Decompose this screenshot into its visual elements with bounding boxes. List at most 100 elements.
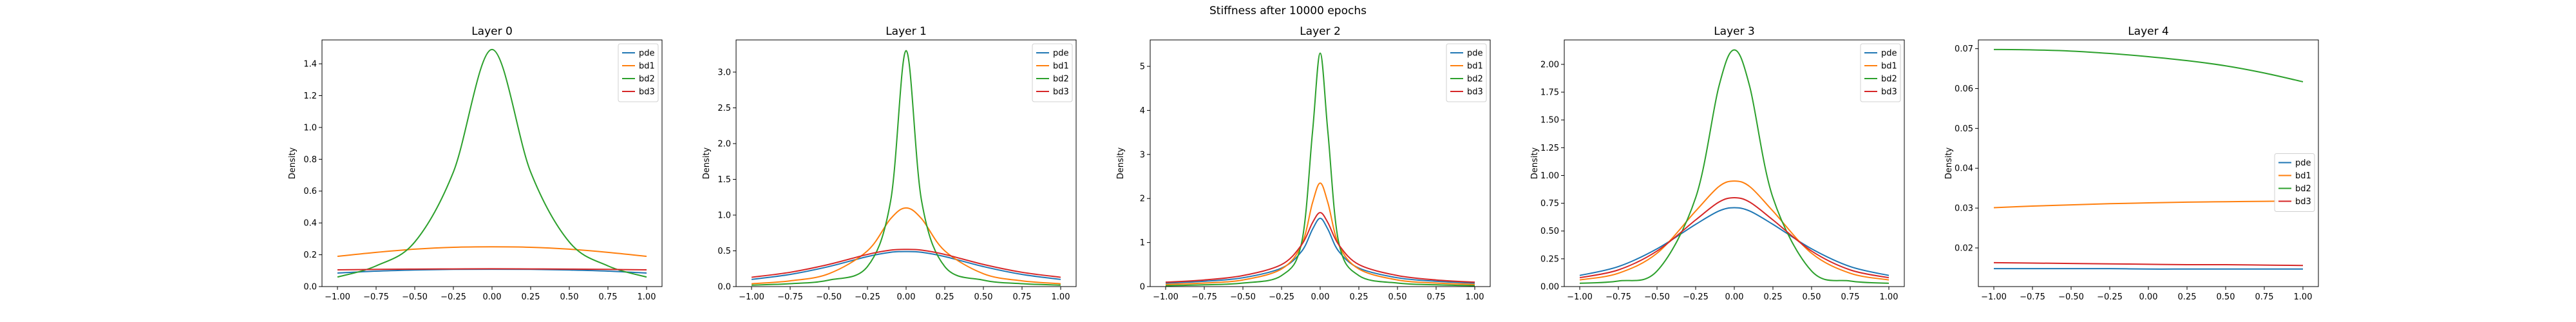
y-tick-label: 0.25	[1540, 254, 1559, 264]
legend-label-bd1: bd1	[1053, 62, 1069, 71]
y-tick-label: 0.5	[717, 247, 731, 256]
x-tick-label: −0.25	[1683, 292, 1709, 302]
series-line-bd3	[1579, 196, 1889, 279]
legend-label-pde: pde	[1467, 49, 1483, 59]
legend-label-pde: pde	[1053, 49, 1069, 59]
legend-label-bd3: bd3	[639, 88, 655, 97]
x-tick-label: 0.75	[1841, 292, 1860, 302]
y-tick-label: 0.0	[717, 283, 731, 292]
y-axis-label: Density	[702, 147, 712, 179]
series-line-pde	[751, 251, 1061, 280]
panel-title: Layer 1	[886, 25, 927, 38]
series-line-bd2	[337, 48, 647, 278]
x-tick-label: 1.00	[1466, 292, 1484, 302]
y-tick-label: 0.02	[1955, 243, 1973, 253]
series-line-bd1	[337, 246, 647, 258]
legend-box	[618, 43, 659, 102]
y-tick-label: 2	[1140, 194, 1145, 204]
y-tick-label: 0.05	[1955, 124, 1973, 134]
series-line-pde	[1579, 207, 1889, 276]
y-tick-label: 0.2	[303, 251, 317, 260]
y-tick-label: 1.2	[303, 91, 317, 101]
y-tick-label: 0.75	[1540, 199, 1559, 209]
legend-box	[1032, 43, 1073, 102]
y-axis-label: Density	[1944, 147, 1954, 179]
x-tick-label: 0.00	[897, 292, 916, 302]
x-tick-label: 0.25	[522, 292, 540, 302]
legend-label-bd2: bd2	[1881, 75, 1897, 84]
x-tick-label: −0.75	[1605, 292, 1631, 302]
x-tick-label: 0.75	[1013, 292, 1032, 302]
axes-frame	[1564, 39, 1905, 287]
y-tick-label: 3.0	[717, 68, 731, 77]
series-line-bd3	[1165, 212, 1475, 283]
y-axis-label: Density	[288, 147, 298, 179]
x-tick-label: 0.50	[1388, 292, 1407, 302]
series-line-bd3	[1993, 261, 2304, 267]
y-tick-label: 1.25	[1540, 144, 1559, 153]
x-tick-label: 0.50	[1803, 292, 1821, 302]
panel-title: Layer 0	[471, 25, 513, 38]
x-tick-label: −0.50	[1230, 292, 1256, 302]
y-tick-label: 0.04	[1955, 164, 1973, 174]
y-axis-label: Density	[1116, 147, 1126, 179]
chart-panels: Layer 0−1.00 −0.75 −0.50 −0.25 0.00 0.25 0.50 0…	[288, 25, 2319, 302]
y-tick-label: 5	[1140, 62, 1145, 72]
panel-layer-4: Layer 4 −1.00 −0.75 −0.50 −0.25 0.00 0.25 0.50 0…	[1944, 25, 2319, 302]
x-tick-label: 0.50	[974, 292, 993, 302]
panel-title: Layer 4	[2128, 25, 2169, 38]
legend-label-bd3: bd3	[1881, 88, 1897, 97]
legend-label-bd1: bd1	[2295, 171, 2311, 181]
y-tick-label: 4	[1140, 106, 1145, 116]
legend-box	[1446, 43, 1487, 102]
y-tick-label: 0.06	[1955, 84, 1973, 94]
legend: pde bd1 bd2 bd3	[1032, 43, 1073, 102]
x-tick-label: 0.25	[1764, 292, 1783, 302]
x-tick-label: 1.00	[2294, 292, 2313, 302]
x-tick-label: 0.25	[1350, 292, 1368, 302]
panel-title: Layer 3	[1714, 25, 1755, 38]
x-tick-label: −1.00	[325, 292, 350, 302]
legend: pde bd1 bd2 bd3	[2274, 153, 2315, 212]
series-line-bd2	[1165, 52, 1475, 287]
x-tick-label: −0.50	[402, 292, 428, 302]
legend-label-bd3: bd3	[1053, 88, 1069, 97]
figure-suptitle: Stiffness after 10000 epochs	[1209, 5, 1367, 17]
series-line-bd2	[1579, 49, 1889, 284]
x-tick-label: −0.50	[816, 292, 842, 302]
x-tick-label: 1.00	[1052, 292, 1070, 302]
y-tick-label: 0.00	[1540, 283, 1559, 292]
y-tick-label: 0.8	[303, 155, 317, 165]
x-tick-label: 0.75	[599, 292, 618, 302]
legend-label-pde: pde	[1881, 49, 1897, 59]
y-tick-label: 0.4	[303, 219, 317, 229]
y-tick-label: 2.00	[1540, 60, 1559, 70]
y-tick-label: 1.5	[717, 175, 731, 185]
legend: pde bd1 bd2 bd3	[1860, 43, 1901, 102]
x-tick-label: −1.00	[1981, 292, 2007, 302]
panel-layer-2: Layer 2 −1.00 −0.75 −0.50 −0.25 0.00 0.25 0.50 0…	[1116, 25, 1491, 302]
x-tick-label: 1.00	[638, 292, 656, 302]
y-tick-label: 1.0	[717, 211, 731, 220]
x-tick-label: −0.75	[363, 292, 389, 302]
panel-layer-3: Layer 3 −1.00 −0.75 −0.50 −0.25 0.00 0.25 0.50 0…	[1530, 25, 1905, 302]
x-tick-label: 0.00	[2139, 292, 2158, 302]
series-line-bd1	[1993, 200, 2304, 209]
legend-label-bd1: bd1	[1467, 62, 1483, 71]
series-line-bd1	[751, 207, 1061, 285]
x-tick-label: 0.75	[1427, 292, 1446, 302]
y-tick-label: 0.6	[303, 187, 317, 196]
series-line-pde	[1165, 217, 1475, 284]
y-tick-label: 0.50	[1540, 227, 1559, 236]
series-line-bd3	[751, 249, 1061, 278]
legend-label-bd2: bd2	[1053, 75, 1069, 84]
x-tick-label: −0.25	[2097, 292, 2123, 302]
series-line-bd2	[1993, 48, 2304, 82]
y-tick-label: 0.07	[1955, 44, 1973, 54]
series-line-bd1	[1165, 182, 1475, 285]
x-tick-label: −0.75	[1191, 292, 1217, 302]
x-tick-label: −0.25	[1269, 292, 1294, 302]
legend: pde bd1 bd2 bd3	[618, 43, 659, 102]
y-tick-label: 1	[1140, 238, 1145, 248]
